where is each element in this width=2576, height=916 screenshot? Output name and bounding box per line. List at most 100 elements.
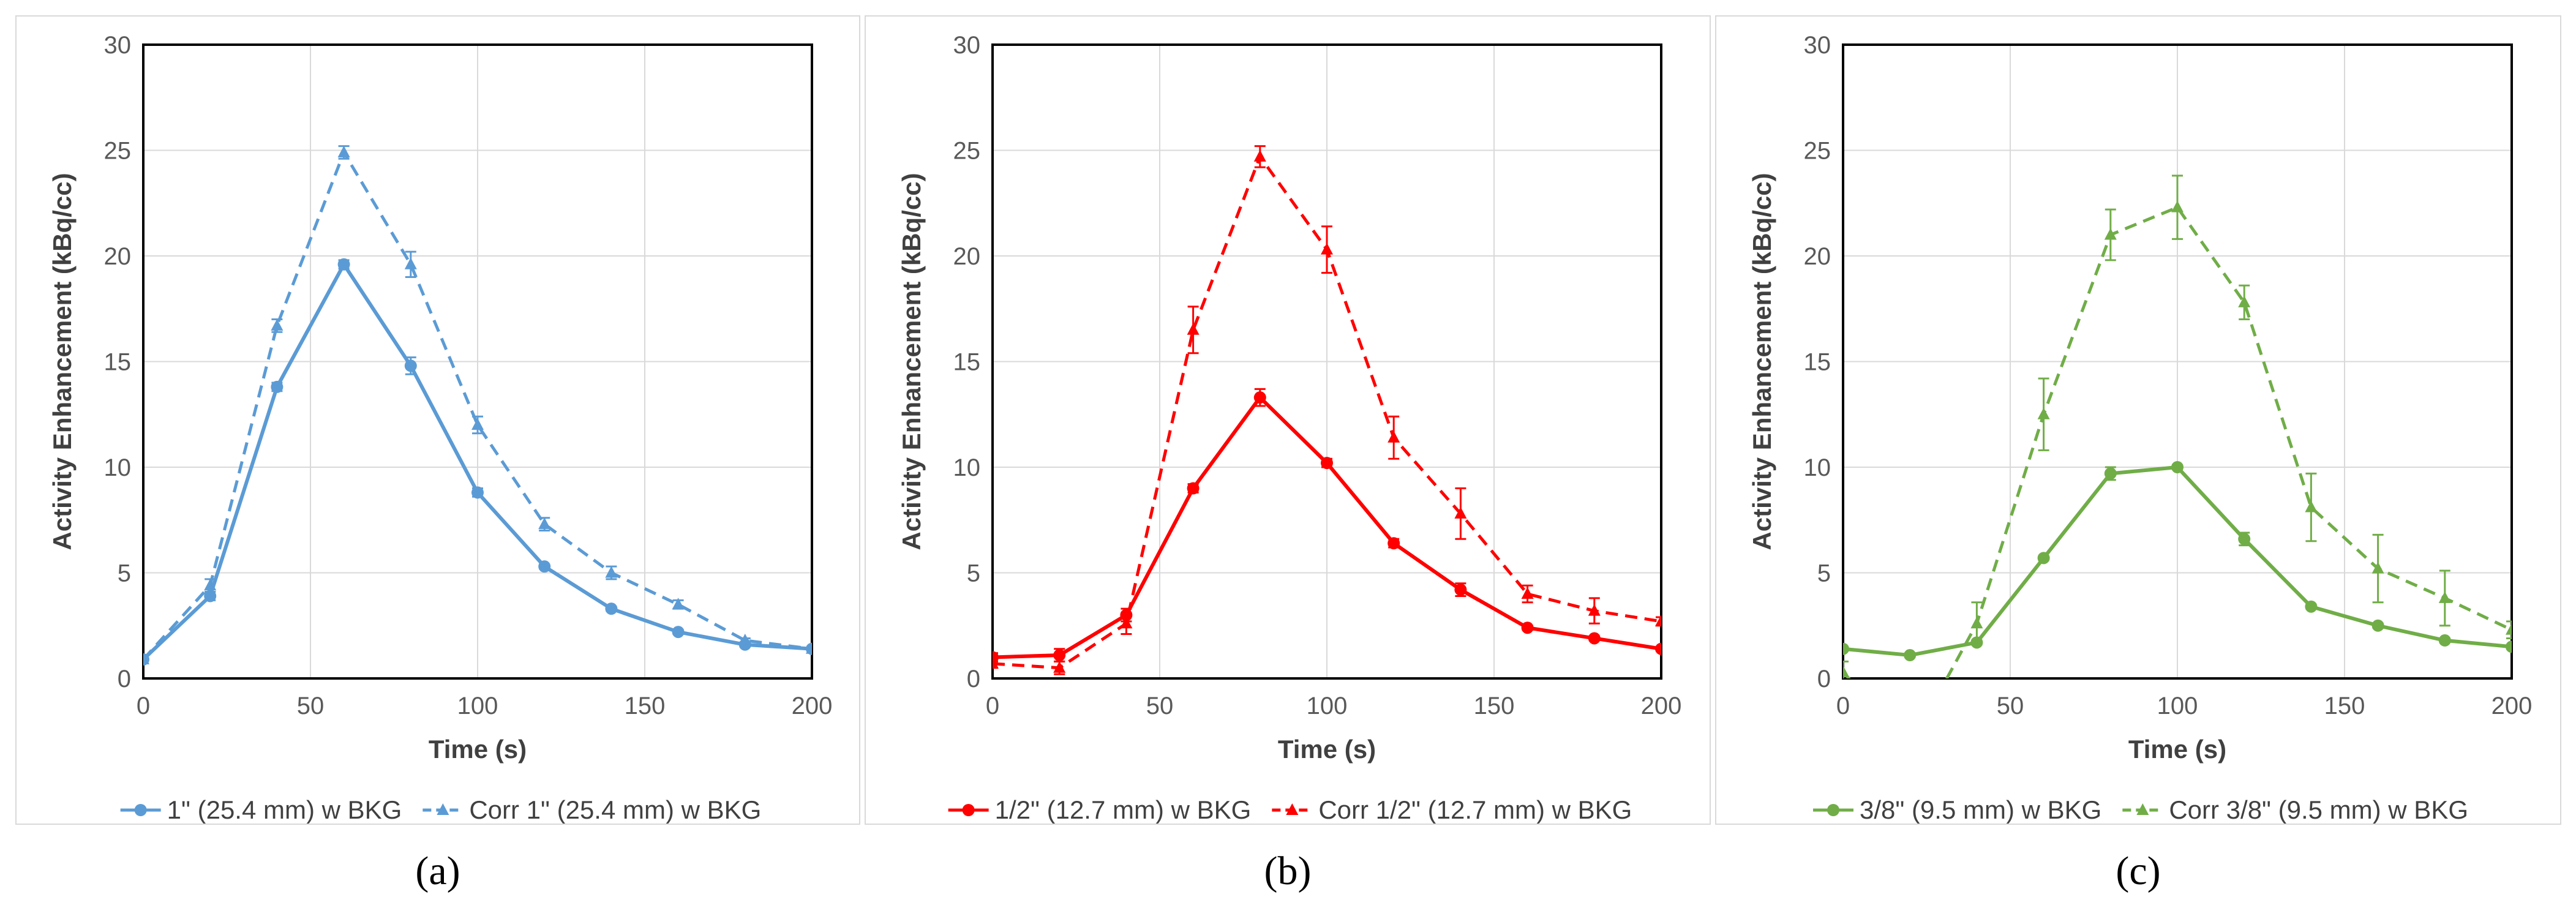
data-point [2438, 634, 2451, 647]
data-point [337, 258, 350, 271]
data-point [1655, 642, 1661, 655]
y-tick-label: 30 [953, 32, 981, 59]
plot-area [1843, 175, 2512, 751]
data-point [404, 257, 417, 269]
data-point [404, 359, 417, 372]
data-point [1253, 391, 1266, 404]
gridlines [992, 44, 1662, 679]
data-point [204, 590, 217, 603]
x-tick-label: 100 [457, 693, 498, 719]
data-point [1187, 482, 1200, 495]
y-tick-label: 0 [967, 666, 980, 693]
data-point [538, 560, 551, 573]
data-point [1655, 614, 1661, 626]
data-point [2438, 591, 2451, 603]
legend-item: 1" (25.4 mm) w BKG [120, 795, 402, 824]
x-tick-label: 150 [1474, 693, 1515, 719]
data-point [471, 418, 484, 430]
data-point [271, 318, 284, 331]
data-point [672, 598, 685, 610]
legend: 1" (25.4 mm) w BKG Corr 1" (25.4 mm) w BK… [120, 795, 761, 824]
legend-swatch-marker [1286, 803, 1299, 815]
caption-b: (b) [1264, 849, 1312, 893]
data-point [806, 642, 812, 654]
legend-swatch-marker [134, 804, 147, 816]
data-point [2305, 500, 2318, 512]
data-point [993, 656, 999, 669]
y-tick-label: 5 [118, 560, 131, 587]
legend-swatch-marker [437, 803, 449, 815]
plot-area [143, 145, 812, 666]
series-line [143, 151, 812, 661]
x-tick-label: 0 [986, 693, 999, 719]
data-point [2305, 600, 2318, 613]
data-point [2238, 295, 2251, 307]
y-tick-label: 0 [1817, 666, 1831, 693]
legend-item: Corr 3/8" (9.5 mm) w BKG [2122, 795, 2468, 824]
caption-a: (a) [415, 849, 460, 893]
legend-item: 3/8" (9.5 mm) w BKG [1812, 795, 2101, 824]
data-point [1321, 242, 1333, 255]
series-2 [1843, 175, 2512, 751]
x-tick-label: 100 [2157, 693, 2198, 719]
y-tick-label: 0 [118, 666, 131, 693]
legend-label: Corr 3/8" (9.5 mm) w BKG [2169, 795, 2468, 824]
legend-item: Corr 1" (25.4 mm) w BKG [422, 795, 761, 824]
chart-svg-c: 0 5 10 15 20 25 30 0 50 100 150 200 Time (s) Activity… [1748, 32, 2532, 824]
x-axis-title: Time (s) [429, 735, 527, 764]
y-tick-label: 30 [1804, 32, 1831, 59]
data-point [1588, 604, 1601, 616]
data-point [2104, 467, 2117, 480]
data-point [672, 626, 685, 639]
data-point [1843, 665, 1849, 677]
legend: 1/2" (12.7 mm) w BKG Corr 1/2" (12.7 mm) … [948, 795, 1632, 824]
chart-svg-a: 0 5 10 15 20 25 30 0 50 100 150 200 Time (s) Activity… [48, 32, 832, 824]
data-point [738, 633, 751, 645]
data-point [1120, 617, 1133, 629]
x-tick-label: 50 [297, 693, 325, 719]
x-tick-label: 100 [1307, 693, 1348, 719]
x-tick-label: 50 [1146, 693, 1174, 719]
data-point [143, 652, 149, 664]
data-point [1843, 642, 1849, 655]
caption-c: (c) [2116, 849, 2161, 893]
chart-panel-c: 0 5 10 15 20 25 30 0 50 100 150 200 Time (s) Activity… [1715, 15, 2561, 825]
legend-swatch-marker [962, 804, 975, 816]
y-axis-title: Activity Enhancement (kBq/cc) [1748, 173, 1776, 550]
data-point [1053, 649, 1066, 662]
x-tick-label: 0 [137, 693, 150, 719]
y-tick-label: 20 [104, 243, 132, 270]
series-2 [143, 145, 812, 664]
data-point [605, 566, 618, 578]
y-tick-label: 5 [1817, 560, 1831, 587]
legend-label: 1/2" (12.7 mm) w BKG [995, 795, 1252, 824]
x-axis-title: Time (s) [2128, 735, 2226, 764]
data-point [1053, 661, 1066, 673]
data-point [2171, 461, 2184, 473]
legend-swatch-marker [2136, 803, 2149, 815]
data-point [1904, 739, 1916, 751]
plot-frame [142, 43, 813, 680]
data-point [1521, 621, 1534, 634]
y-tick-label: 20 [1804, 243, 1831, 270]
legend-label: Corr 1" (25.4 mm) w BKG [469, 795, 761, 824]
legend-item: Corr 1/2" (12.7 mm) w BKG [1272, 795, 1632, 824]
data-point [1388, 430, 1400, 443]
y-tick-label: 15 [104, 349, 132, 376]
data-point [2371, 619, 2384, 632]
series-2 [993, 145, 1661, 675]
data-point [2506, 623, 2512, 635]
data-point [271, 380, 284, 393]
x-tick-label: 150 [2324, 693, 2365, 719]
y-axis-title: Activity Enhancement (kBq/cc) [48, 173, 77, 550]
data-point [2104, 228, 2117, 240]
legend-swatch-marker [1827, 804, 1839, 816]
chart-panel-b: 0 5 10 15 20 25 30 0 50 100 150 200 Time (s) Activity… [865, 15, 1711, 825]
data-point [2171, 200, 2184, 212]
x-tick-label: 200 [1641, 693, 1682, 719]
data-point [1904, 649, 1917, 662]
data-point [538, 517, 551, 530]
y-tick-label: 15 [1804, 349, 1831, 376]
y-tick-label: 30 [104, 32, 132, 59]
data-point [605, 603, 618, 615]
